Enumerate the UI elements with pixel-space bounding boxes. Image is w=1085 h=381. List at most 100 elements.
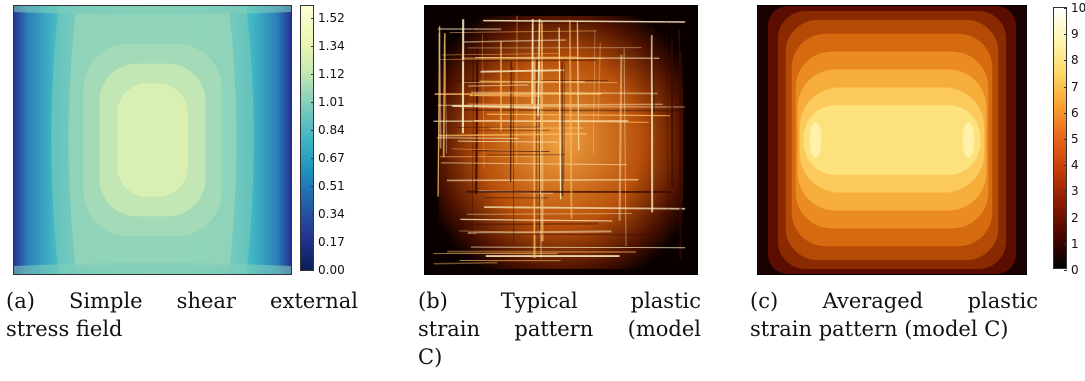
strain-band <box>433 261 498 265</box>
strain-band <box>451 148 516 151</box>
colorbar-tick-mark <box>311 242 314 243</box>
colorbar-tick-label: 1.34 <box>318 39 345 53</box>
strain-band <box>623 48 627 246</box>
caption-word: pattern <box>514 317 594 341</box>
colorbar-tick-mark <box>311 74 314 75</box>
colorbar-tick-mark <box>1064 34 1067 36</box>
colorbar-tick-label: 0.51 <box>318 179 345 193</box>
strain-band <box>438 58 604 60</box>
strain-band <box>437 103 663 107</box>
strain-band <box>467 213 633 215</box>
strain-band <box>670 37 674 188</box>
strain-band <box>563 59 566 182</box>
strain-band <box>470 246 686 249</box>
colorbar-tick-mark <box>1064 191 1067 193</box>
strain-band <box>463 39 567 43</box>
caption-word: strain <box>418 317 481 341</box>
strain-band <box>447 250 636 254</box>
caption-a: (a) Simple shear external stress field <box>6 287 358 343</box>
colorbar-tick-label: 5 <box>1071 132 1079 146</box>
colorbar-tick-mark <box>1064 139 1067 140</box>
strain-band <box>457 140 558 143</box>
caption-word: external <box>270 289 358 313</box>
caption-b: (b) Typical plastic strain pattern (model C) <box>418 287 701 371</box>
colorbar-tick-label: 9 <box>1071 27 1079 42</box>
colorbar-tick-label: 8 <box>1071 53 1079 68</box>
strain-band <box>678 29 682 100</box>
strain-band <box>597 43 601 120</box>
caption-word: (b) <box>418 289 448 313</box>
caption-word: shear <box>176 289 236 313</box>
strain-band <box>480 69 565 73</box>
strain-band <box>558 27 562 200</box>
caption-line: (c) Averaged plastic <box>750 287 1038 315</box>
strain-band <box>534 59 538 236</box>
strain-band <box>666 15 669 225</box>
colorbar-tick-label: 0.17 <box>318 235 345 249</box>
strain-band <box>471 91 658 95</box>
strain-band <box>440 162 628 166</box>
strain-band <box>651 26 656 113</box>
caption-word: Typical <box>500 289 578 313</box>
strain-band <box>436 137 519 139</box>
colorbar-tick-label: 4 <box>1071 158 1079 173</box>
plastic-strain-heatmap <box>424 5 698 275</box>
colorbar-tick-label: 0.84 <box>318 123 345 137</box>
strain-band <box>449 59 597 62</box>
strain-band <box>449 30 597 34</box>
colorbar-tick-label: 10 <box>1071 1 1085 15</box>
colorbar-tick-label: 1.01 <box>318 95 345 109</box>
strain-band <box>475 57 660 59</box>
colorbar-tick-label: 0.00 <box>318 263 345 277</box>
strain-band <box>537 19 541 117</box>
colorbar-tick-mark <box>311 270 314 271</box>
strain-band <box>452 105 541 109</box>
caption-word: plastic <box>630 289 701 313</box>
strain-band <box>444 41 448 154</box>
strain-band <box>477 22 686 24</box>
caption-word: Averaged <box>822 289 924 313</box>
colorbar-tick-label: 1 <box>1071 236 1079 251</box>
colorbar-tick-label: 3 <box>1071 184 1079 199</box>
caption-word: strain pattern (model C) <box>750 317 1009 341</box>
caption-line: (a) Simple shear external <box>6 287 358 315</box>
colorbar-tick-mark <box>1064 112 1067 114</box>
caption-word: C) <box>418 345 443 369</box>
strain-band <box>576 21 580 151</box>
colorbar-tick-mark <box>311 46 314 47</box>
caption-c: (c) Averaged plastic strain pattern (model … <box>750 287 1038 343</box>
strain-band <box>467 103 588 106</box>
colorbar-tick-mark <box>1064 270 1067 271</box>
colorbar-tick-mark <box>1064 8 1067 9</box>
colorbar-tick-label: 0.67 <box>318 151 345 165</box>
strain-band <box>455 126 542 129</box>
colorbar-tick-mark <box>311 158 314 159</box>
colorbar-tick-label: 6 <box>1071 105 1079 120</box>
colorbar-tick-mark <box>1064 60 1067 62</box>
colorbar-tick-mark <box>311 18 314 19</box>
colorbar-tick-mark <box>311 186 314 187</box>
stress-colorbar <box>300 5 314 271</box>
strain-band <box>539 61 542 258</box>
caption-word: (c) <box>750 289 779 313</box>
colorbar-tick-mark <box>1064 86 1067 88</box>
caption-line: C) <box>418 343 701 371</box>
caption-word: (a) <box>6 289 35 313</box>
averaged-strain-heatmap <box>757 5 1027 275</box>
colorbar-tick-mark <box>1064 243 1067 245</box>
caption-word: plastic <box>967 289 1038 313</box>
colorbar-tick-label: 1.52 <box>318 11 345 25</box>
colorbar-tick-label: 1.12 <box>318 67 345 81</box>
strain-band <box>460 218 613 222</box>
colorbar-tick-label: 0 <box>1071 263 1079 277</box>
strain-band <box>469 95 541 97</box>
colorbar-tick-label: 7 <box>1071 79 1079 94</box>
strain-band <box>437 26 441 197</box>
strain-colorbar <box>1053 7 1067 269</box>
strain-band <box>482 34 485 169</box>
colorbar-tick-mark <box>311 102 314 103</box>
caption-line: (b) Typical plastic <box>418 287 701 315</box>
strain-band <box>460 109 686 112</box>
strain-band <box>592 29 596 154</box>
caption-word: (model <box>627 317 701 341</box>
